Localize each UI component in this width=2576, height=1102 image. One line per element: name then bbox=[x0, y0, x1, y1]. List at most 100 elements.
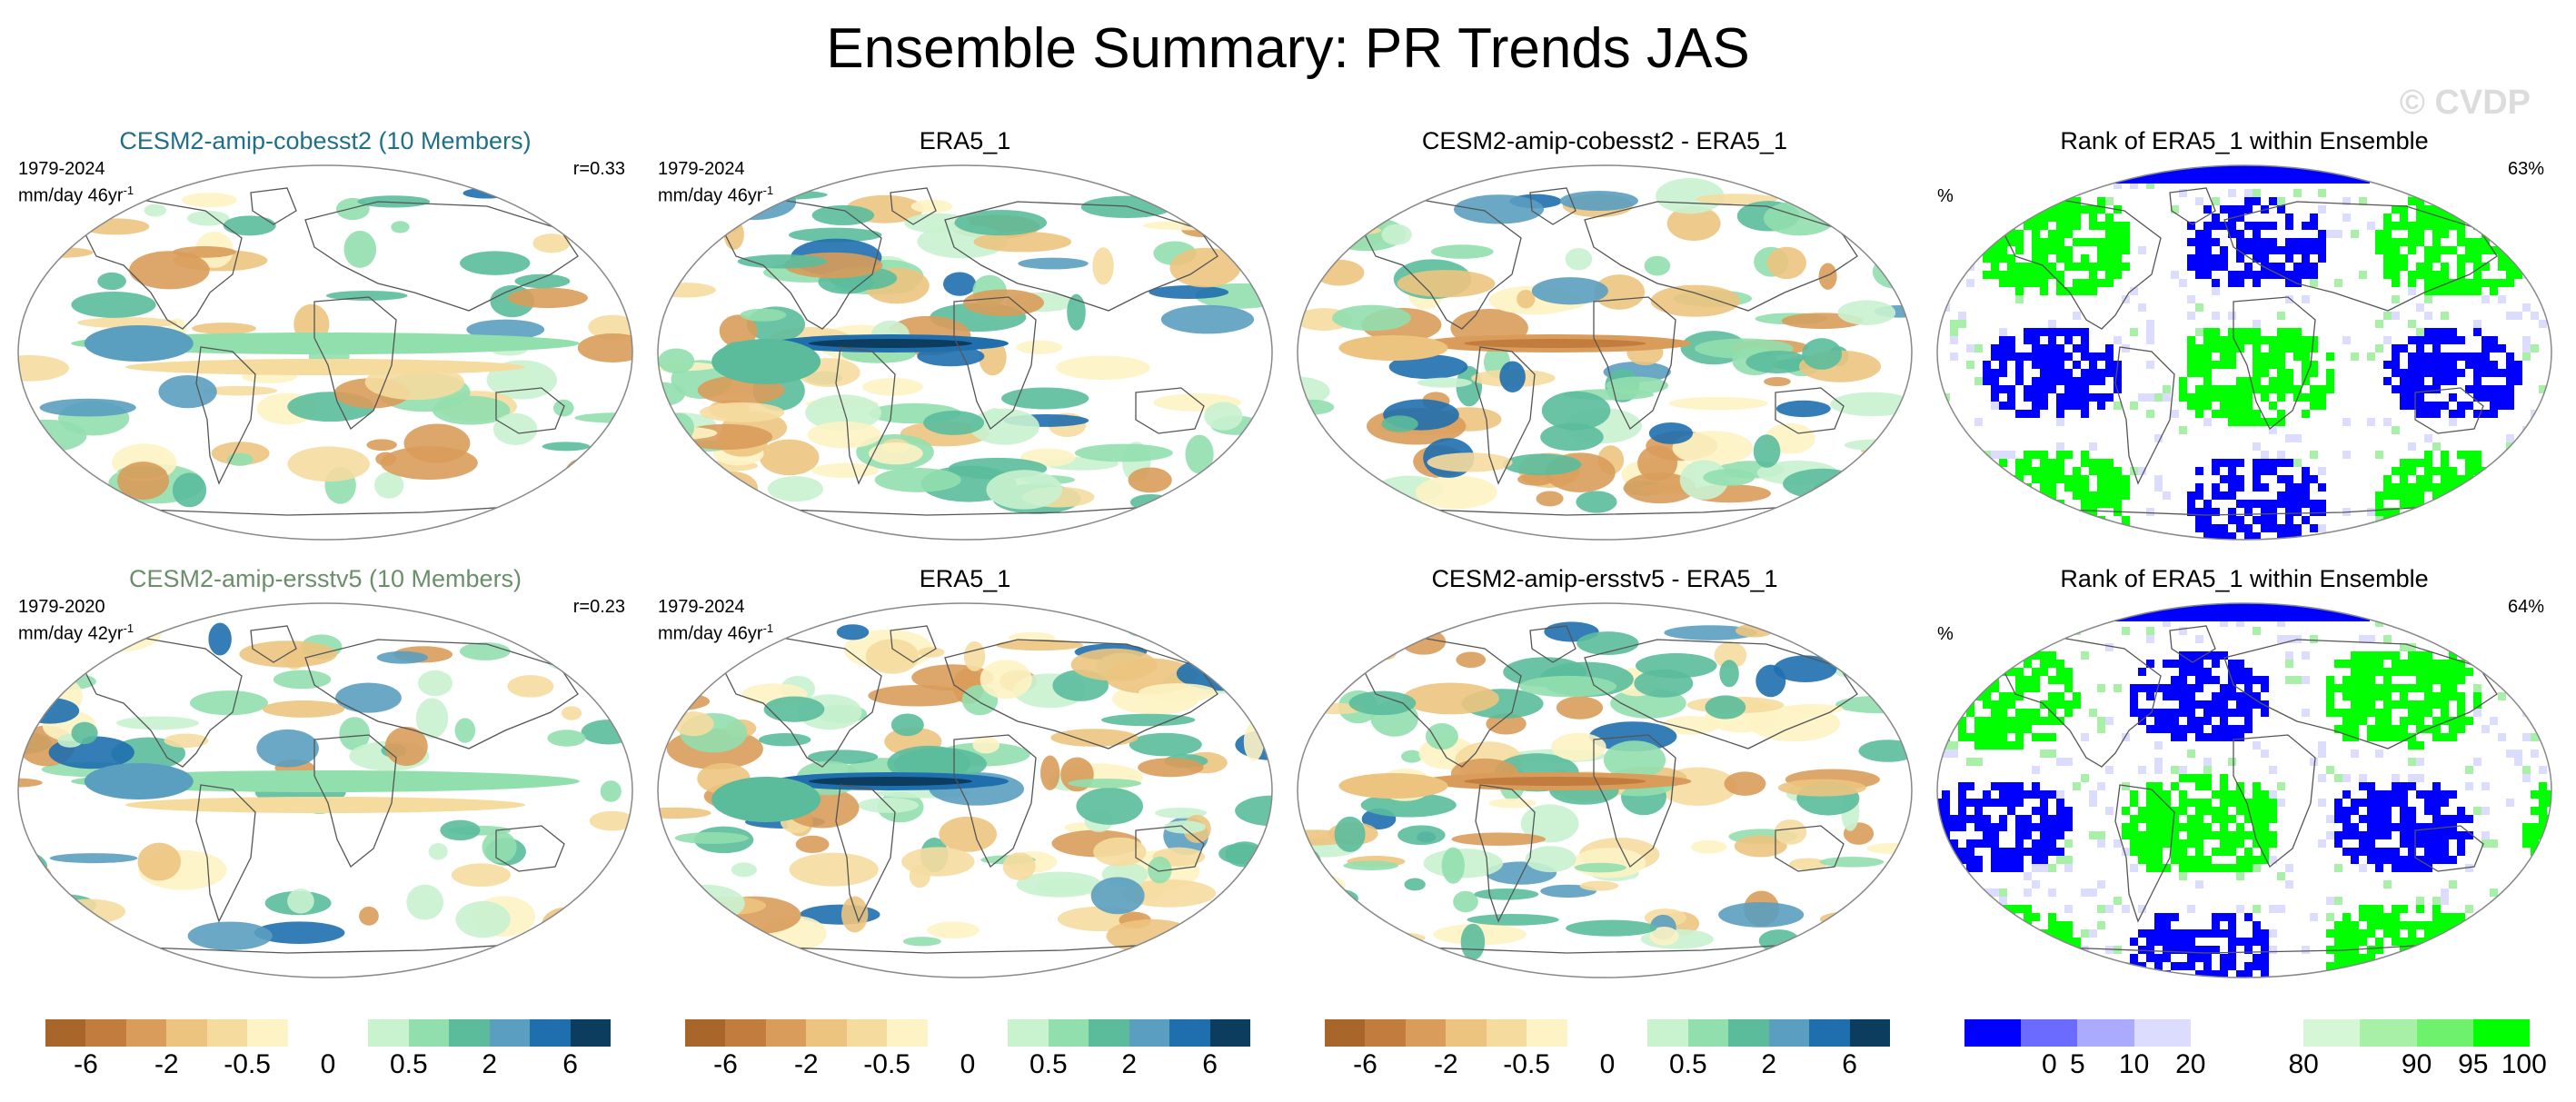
units-label: mm/day 46yr-1 bbox=[658, 184, 774, 206]
panel-title: ERA5_1 bbox=[919, 127, 1011, 154]
colorbar-swatch bbox=[2021, 1019, 2078, 1047]
period-units-label: % bbox=[1937, 185, 1954, 207]
colorbar-swatch bbox=[1768, 1019, 1810, 1047]
units-label: % bbox=[1937, 186, 1954, 206]
panel-title: CESM2-amip-cobesst2 - ERA5_1 bbox=[1421, 127, 1788, 154]
colorbar-tick-label: -6 bbox=[1353, 1049, 1378, 1079]
map-panel: Rank of ERA5_1 within Ensemble% 64% bbox=[1926, 565, 2562, 1001]
period-label: 1979-2024 bbox=[658, 159, 745, 179]
colorbar-swatch bbox=[1209, 1019, 1251, 1047]
panel-title: CESM2-amip-ersstv5 (10 Members) bbox=[128, 565, 522, 592]
colorbar-tick-label: -6 bbox=[713, 1049, 738, 1079]
colorbar-tick-label: 0 bbox=[960, 1049, 976, 1079]
colorbar-swatch bbox=[765, 1019, 807, 1047]
colorbar-swatch bbox=[2247, 1019, 2304, 1047]
colorbar-swatch bbox=[846, 1019, 888, 1047]
trend-colorbar bbox=[1325, 1019, 1891, 1047]
colorbar-tick-label: -6 bbox=[74, 1049, 98, 1079]
panel-title: ERA5_1 bbox=[919, 565, 1011, 592]
colorbar-swatch bbox=[1129, 1019, 1170, 1047]
rank-percent-label: 63% bbox=[2507, 159, 2544, 179]
colorbar-swatch bbox=[1728, 1019, 1770, 1047]
colorbar-tick-label: -0.5 bbox=[224, 1049, 271, 1079]
colorbar-swatch bbox=[206, 1019, 248, 1047]
colorbar-swatch bbox=[2133, 1019, 2192, 1047]
colorbar-swatch bbox=[2190, 1019, 2248, 1047]
colorbar-tick-label: 6 bbox=[1842, 1049, 1857, 1079]
period-units-label: % bbox=[1937, 623, 1954, 645]
colorbar-swatch bbox=[1647, 1019, 1689, 1047]
colorbar-swatch bbox=[927, 1019, 969, 1047]
colorbar-tick-label: 2 bbox=[1761, 1049, 1777, 1079]
colorbar-swatch bbox=[1365, 1019, 1407, 1047]
colorbar-swatch bbox=[1527, 1019, 1568, 1047]
colorbar-tick-label: 95 bbox=[2458, 1049, 2489, 1079]
colorbar-swatch bbox=[45, 1019, 86, 1047]
colorbar-swatch bbox=[489, 1019, 531, 1047]
colorbar-swatch bbox=[968, 1019, 1009, 1047]
rank-map bbox=[1936, 602, 2552, 978]
colorbar-swatch bbox=[368, 1019, 410, 1047]
colorbar-swatch bbox=[570, 1019, 612, 1047]
colorbar-swatch bbox=[247, 1019, 289, 1047]
colorbar-swatch bbox=[328, 1019, 369, 1047]
map-panel: CESM2-amip-cobesst2 (10 Members) 1979-202… bbox=[7, 127, 643, 563]
diff-map bbox=[1297, 602, 1913, 978]
colorbar-tick-label: -0.5 bbox=[863, 1049, 910, 1079]
colorbar-swatch bbox=[1566, 1019, 1608, 1047]
pattern-correlation-label: r=0.23 bbox=[572, 597, 625, 617]
units-label: % bbox=[1937, 624, 1954, 644]
panel-title: Rank of ERA5_1 within Ensemble bbox=[2060, 565, 2429, 592]
trend-colorbar bbox=[685, 1019, 1251, 1047]
colorbar-tick-label: 2 bbox=[1121, 1049, 1138, 1079]
cvdp-watermark: © CVDP bbox=[2399, 84, 2531, 122]
colorbar-swatch bbox=[1325, 1019, 1366, 1047]
map-panel: CESM2-amip-ersstv5 (10 Members) 1979-2020… bbox=[7, 565, 643, 1001]
period-units-label: 1979-2024 mm/day 46yr-1 bbox=[18, 158, 134, 207]
model-map bbox=[17, 164, 633, 541]
colorbar-swatch bbox=[408, 1019, 450, 1047]
colorbar-swatch bbox=[449, 1019, 491, 1047]
rank-percent-label: 64% bbox=[2507, 597, 2544, 617]
colorbar-tick-label: -2 bbox=[793, 1049, 819, 1079]
colorbar-tick-label: 0.5 bbox=[389, 1049, 428, 1079]
obs-map bbox=[657, 602, 1273, 978]
colorbar-swatch bbox=[725, 1019, 767, 1047]
model-map bbox=[17, 602, 633, 978]
colorbar-tick-label: 0 bbox=[2041, 1049, 2057, 1079]
diff-map bbox=[1297, 164, 1913, 541]
colorbar-tick-label: 0 bbox=[320, 1049, 336, 1079]
units-label: mm/day 42yr-1 bbox=[18, 621, 134, 644]
colorbar-swatch bbox=[2416, 1019, 2474, 1047]
colorbar-swatch bbox=[2472, 1019, 2531, 1047]
colorbar-swatch bbox=[1446, 1019, 1487, 1047]
colorbar-tick-label: 6 bbox=[1202, 1049, 1218, 1079]
units-label: mm/day 46yr-1 bbox=[18, 184, 134, 206]
colorbar-swatch bbox=[1169, 1019, 1211, 1047]
colorbar-tick-label: 6 bbox=[562, 1049, 578, 1079]
colorbar-tick-label: 90 bbox=[2401, 1049, 2432, 1079]
colorbar-tick-label: 20 bbox=[2175, 1049, 2206, 1079]
period-units-label: 1979-2024 mm/day 46yr-1 bbox=[658, 596, 773, 645]
colorbar-swatch bbox=[2303, 1019, 2361, 1047]
colorbar-swatch bbox=[1008, 1019, 1049, 1047]
colorbar-swatch bbox=[1849, 1019, 1891, 1047]
rank-colorbar bbox=[1964, 1019, 2531, 1047]
colorbar-swatch bbox=[85, 1019, 127, 1047]
rank-map bbox=[1936, 164, 2552, 541]
colorbar-swatch bbox=[1089, 1019, 1130, 1047]
colorbar-swatch bbox=[1687, 1019, 1729, 1047]
figure-title: Ensemble Summary: PR Trends JAS bbox=[826, 17, 1750, 80]
colorbar-swatch bbox=[887, 1019, 929, 1047]
colorbar-tick-label: 2 bbox=[482, 1049, 498, 1079]
colorbar-swatch bbox=[1486, 1019, 1527, 1047]
colorbar-swatch bbox=[1809, 1019, 1851, 1047]
map-panel: CESM2-amip-cobesst2 - ERA5_1 bbox=[1287, 127, 1923, 563]
pattern-correlation-label: r=0.33 bbox=[572, 159, 625, 179]
colorbar-tick-label: -0.5 bbox=[1503, 1049, 1550, 1079]
map-panel: Rank of ERA5_1 within Ensemble% 63% bbox=[1926, 127, 2562, 563]
colorbar-swatch bbox=[1048, 1019, 1089, 1047]
obs-map bbox=[657, 164, 1273, 541]
colorbar-tick-label: 100 bbox=[2501, 1049, 2547, 1079]
colorbar-swatch bbox=[806, 1019, 848, 1047]
